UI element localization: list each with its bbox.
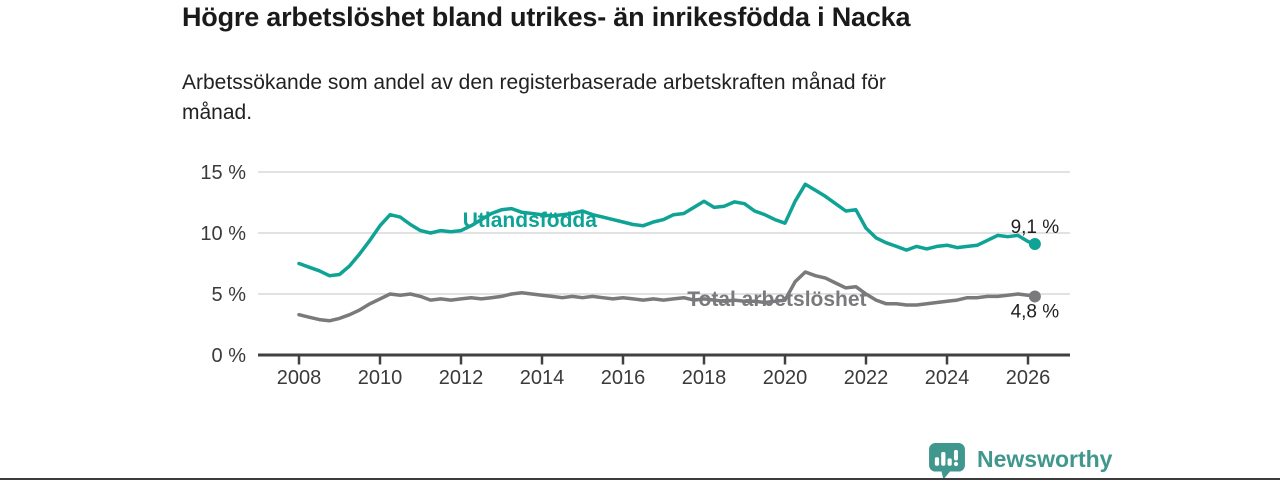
series-line-0: [297, 182, 1037, 278]
x-tick-label: 2018: [682, 367, 727, 389]
x-tick-label: 2026: [1006, 367, 1051, 389]
y-tick-label: 0 %: [212, 345, 247, 367]
y-tick-label: 5 %: [212, 284, 247, 306]
x-tick-label: 2010: [358, 367, 403, 389]
y-tick-label: 10 %: [200, 223, 246, 245]
series-label-0: Utlandsfödda: [463, 209, 597, 232]
x-tick-label: 2022: [844, 367, 889, 389]
x-tick-label: 2020: [763, 367, 808, 389]
brand-name: Newsworthy: [977, 446, 1113, 472]
end-value-label-0: 9,1 %: [1011, 217, 1060, 238]
series-line-1: [297, 270, 1037, 323]
x-tick-label: 2008: [277, 367, 322, 389]
logo-bar-1: [934, 457, 940, 466]
logo-exclamation-dot: [953, 461, 959, 467]
logo-bar-2: [941, 452, 946, 466]
logo-exclamation-bar: [953, 449, 958, 461]
x-tick-label: 2012: [439, 367, 484, 389]
y-tick-label: 15 %: [200, 162, 246, 184]
logo-bar-3: [947, 458, 952, 466]
series-end-dot-0: [1028, 237, 1041, 250]
x-tick-label: 2014: [520, 367, 565, 389]
x-tick-label: 2024: [925, 367, 970, 389]
end-value-label-1: 4,8 %: [1011, 301, 1060, 322]
page-title: Högre arbetslöshet bland utrikes- än inr…: [182, 2, 911, 32]
newsworthy-brand-link[interactable]: Newsworthy: [928, 442, 1112, 480]
series-end-dot-1: [1028, 290, 1041, 303]
newsworthy-logo-icon: [929, 443, 965, 480]
series-label-1: Total arbetslöshet: [687, 288, 866, 311]
subtitle-line-2: månad.: [182, 101, 253, 124]
bottom-edge-line: [0, 478, 1280, 480]
x-tick-label: 2016: [601, 367, 646, 389]
subtitle-line-1: Arbetssökande som andel av den registerb…: [182, 71, 886, 94]
chart-subtitle: Arbetssökande som andel av den registerb…: [182, 68, 886, 128]
